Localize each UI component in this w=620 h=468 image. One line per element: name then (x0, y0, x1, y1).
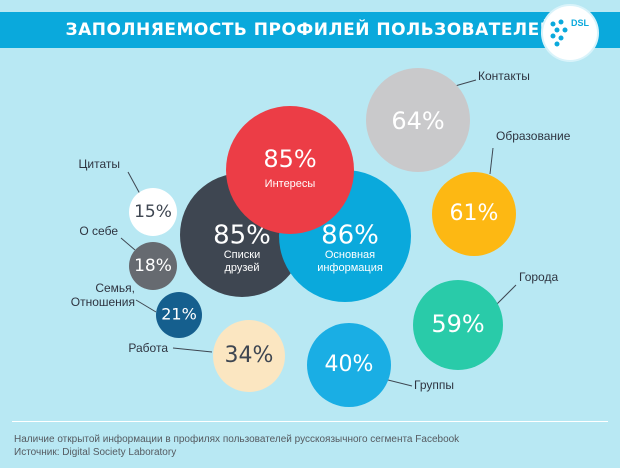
leader-line-family-relations (135, 299, 157, 313)
leader-line-quotes (127, 171, 141, 195)
footer-source: Источник: Digital Society Laboratory (14, 447, 177, 458)
value-label-education: 61% (450, 201, 499, 226)
category-label-education: Образование (496, 129, 571, 143)
category-label-basic-info: Основная информация (317, 249, 383, 274)
bubble-quotes (129, 188, 177, 236)
leader-line-about (120, 237, 136, 251)
dsl-logo: DSL (543, 6, 597, 60)
category-label-interests: Интересы (265, 178, 316, 190)
category-label-about: О себе (79, 224, 118, 238)
title-banner: ЗАПОЛНЯЕМОСТЬ ПРОФИЛЕЙ ПОЛЬЗОВАТЕЛЕЙ (0, 12, 620, 48)
category-label-friend-lists: Списки друзей (224, 249, 261, 274)
category-label-family-relations: Семья, Отношения (71, 281, 135, 309)
leader-line-education (489, 147, 494, 175)
leader-line-work (172, 347, 213, 353)
footer-description: Наличие открытой информации в профилях п… (14, 434, 460, 445)
bubble-cities (413, 280, 503, 370)
bubble-education (432, 172, 516, 256)
category-label-cities: Города (519, 270, 558, 284)
bubble-groups (307, 323, 391, 407)
bubble-contacts (366, 68, 470, 172)
logo-text: DSL (571, 18, 589, 28)
leader-line-groups (387, 379, 413, 387)
footer-note: Наличие открытой информации в профилях п… (14, 433, 459, 459)
category-label-quotes: Цитаты (79, 157, 120, 171)
leader-line-cities (495, 284, 517, 306)
bubble-family-relations (156, 292, 202, 338)
value-label-interests: 85% (263, 145, 316, 173)
category-label-groups: Группы (414, 378, 454, 392)
bubble-interests (226, 106, 354, 234)
bubble-work (213, 320, 285, 392)
value-label-about: 18% (134, 256, 172, 276)
network-dots-icon (550, 19, 568, 47)
value-label-quotes: 15% (134, 202, 172, 222)
value-label-work: 34% (225, 343, 274, 368)
value-label-groups: 40% (325, 352, 374, 377)
category-label-work: Работа (128, 341, 168, 355)
value-label-family-relations: 21% (161, 305, 197, 324)
chart-title: ЗАПОЛНЯЕМОСТЬ ПРОФИЛЕЙ ПОЛЬЗОВАТЕЛЕЙ (65, 20, 555, 40)
value-label-contacts: 64% (391, 107, 444, 135)
value-label-cities: 59% (431, 310, 484, 338)
category-label-contacts: Контакты (478, 69, 530, 83)
bubble-about (129, 242, 177, 290)
value-label-basic-info: 86% (321, 221, 379, 251)
footer-divider (12, 421, 608, 422)
